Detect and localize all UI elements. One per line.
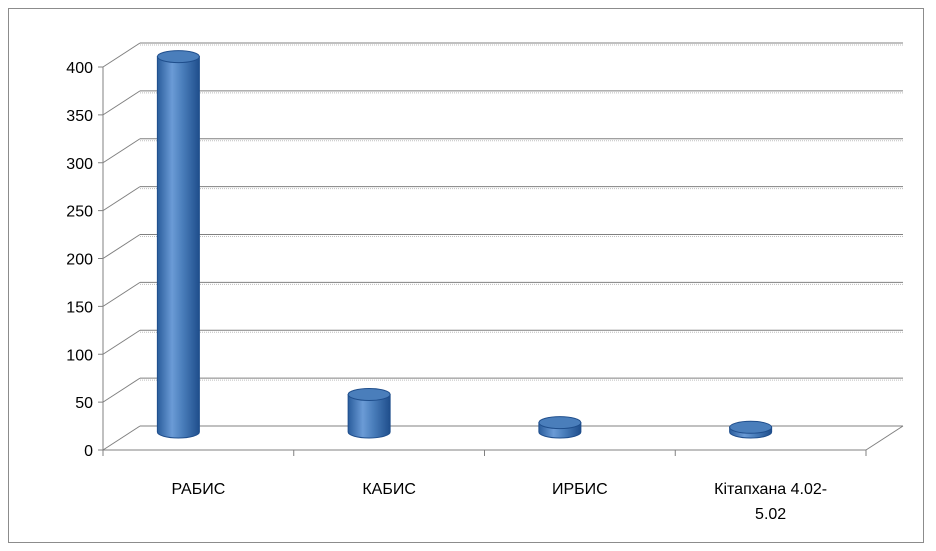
y-tick-label: 200 <box>66 252 93 269</box>
bars <box>156 50 773 439</box>
bar-body <box>156 56 200 439</box>
y-tick-label: 100 <box>66 347 93 364</box>
x-category-label: Кітапхана 4.02-5.02 <box>714 481 827 523</box>
y-tick-label: 0 <box>84 443 93 460</box>
gridline-diagonal <box>102 138 141 164</box>
bar-top <box>538 416 582 430</box>
y-tick-label: 150 <box>66 299 93 316</box>
axes <box>98 66 867 456</box>
labels: 0 50 100 150 200 250 300 350 400 РАБИС КАБИС ИРБИС К… <box>66 60 827 523</box>
bar-top <box>347 387 391 401</box>
y-tick-label: 50 <box>75 395 93 412</box>
x-category-label: ИРБИС <box>552 481 608 498</box>
gridline-diagonal <box>102 186 141 212</box>
bar <box>156 50 200 439</box>
x-category-label: КАБИС <box>362 481 416 498</box>
bar <box>347 387 391 439</box>
bar <box>729 420 773 439</box>
gridlines <box>102 42 904 451</box>
gridline-diagonal <box>102 425 141 451</box>
bar-top <box>729 420 773 434</box>
y-tick-label: 250 <box>66 204 93 221</box>
y-tick-label: 400 <box>66 60 93 77</box>
gridline-diagonal <box>102 90 141 116</box>
gridline-diagonal <box>102 281 141 307</box>
floor-edge <box>865 425 904 451</box>
gridline-diagonal <box>102 234 141 259</box>
bar-top <box>156 50 200 64</box>
x-category-label: РАБИС <box>171 481 225 498</box>
gridline-diagonal <box>102 42 141 68</box>
gridline-diagonal <box>102 329 141 355</box>
gridline-diagonal <box>102 377 141 403</box>
bar <box>538 416 582 439</box>
y-tick-label: 350 <box>66 108 93 125</box>
y-tick-label: 300 <box>66 156 93 173</box>
bar-body <box>347 393 391 439</box>
